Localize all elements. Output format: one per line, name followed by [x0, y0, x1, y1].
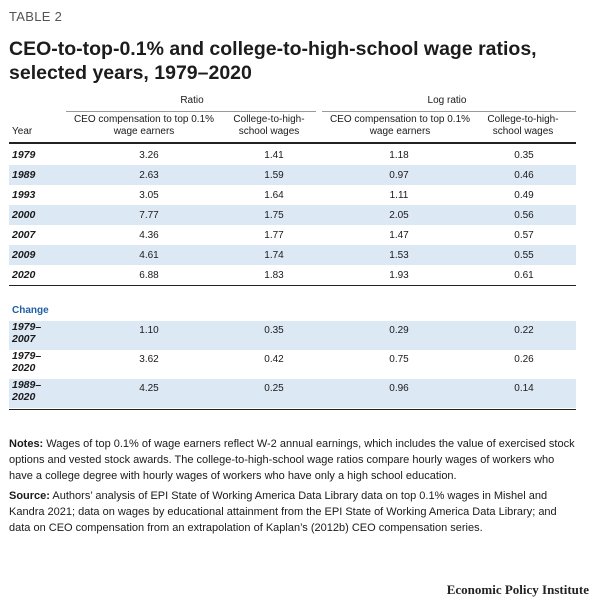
- cell-college-log: 0.57: [514, 229, 534, 241]
- cell-ceo-log: 0.96: [389, 383, 409, 394]
- row-year: 1993: [12, 189, 36, 201]
- cell-ceo-ratio: 4.36: [139, 229, 159, 241]
- group-header-ratio: Ratio: [180, 95, 204, 106]
- column-header-college-log: College-to-high-school wages: [487, 114, 559, 137]
- change-period-end: 2007: [12, 333, 36, 345]
- source-label: Source:: [9, 490, 50, 502]
- cell-college-log: 0.55: [514, 249, 534, 261]
- cell-ceo-ratio: 6.88: [139, 269, 159, 281]
- table-row: 2000 7.77 1.75 2.05 0.56: [9, 205, 576, 225]
- table-label: TABLE 2: [9, 9, 63, 24]
- cell-ceo-log: 1.11: [389, 189, 409, 201]
- cell-college-ratio: 1.75: [264, 209, 284, 221]
- change-period-end: 2020: [12, 362, 36, 374]
- row-year: 2000: [12, 209, 36, 221]
- cell-college-ratio: 0.35: [264, 325, 284, 336]
- group-underline-ratio: [66, 111, 316, 112]
- notes-label: Notes:: [9, 438, 44, 450]
- cell-college-log: 0.35: [514, 149, 534, 161]
- source-text: Authors’ analysis of EPI State of Workin…: [9, 490, 557, 534]
- cell-ceo-ratio: 3.26: [139, 149, 159, 161]
- cell-college-log: 0.56: [514, 209, 534, 221]
- change-period: 1989– 2020: [12, 379, 41, 408]
- cell-ceo-log: 1.53: [389, 249, 409, 261]
- cell-college-ratio: 0.42: [264, 354, 284, 365]
- change-period-start: 1979–: [12, 321, 42, 333]
- column-header-college-ratio: College-to-high-school wages: [233, 114, 305, 137]
- cell-college-log: 0.22: [514, 325, 534, 336]
- table-row: 2007 4.36 1.77 1.47 0.57: [9, 225, 576, 245]
- cell-ceo-ratio: 1.10: [139, 325, 159, 336]
- change-row: 1979– 2007 1.10 0.35 0.29 0.22: [9, 321, 576, 350]
- row-year: 2009: [12, 249, 36, 261]
- cell-ceo-log: 1.18: [389, 149, 409, 161]
- cell-ceo-log: 0.75: [389, 354, 409, 365]
- cell-ceo-ratio: 4.25: [139, 383, 159, 394]
- column-header-ceo-log: CEO compensation to top 0.1% wage earner…: [329, 114, 471, 137]
- change-row: 1989– 2020 4.25 0.25 0.96 0.14: [9, 379, 576, 408]
- cell-ceo-log: 0.29: [389, 325, 409, 336]
- cell-ceo-ratio: 4.61: [139, 249, 159, 261]
- change-row: 1979– 2020 3.62 0.42 0.75 0.26: [9, 350, 576, 379]
- table-row: 1993 3.05 1.64 1.11 0.49: [9, 185, 576, 205]
- table-row: 2020 6.88 1.83 1.93 0.61: [9, 265, 576, 285]
- cell-college-ratio: 1.41: [264, 149, 284, 161]
- cell-ceo-ratio: 2.63: [139, 169, 159, 181]
- group-header-log-ratio: Log ratio: [427, 95, 467, 106]
- table-row: 1979 3.26 1.41 1.18 0.35: [9, 145, 576, 165]
- change-period-start: 1979–: [12, 350, 42, 362]
- cell-college-ratio: 1.74: [264, 249, 284, 261]
- cell-college-ratio: 1.59: [264, 169, 284, 181]
- change-period: 1979– 2020: [12, 350, 41, 379]
- publisher-footer: Economic Policy Institute: [446, 582, 589, 597]
- change-period-end: 2020: [12, 391, 36, 403]
- cell-ceo-log: 2.05: [389, 209, 409, 221]
- cell-college-ratio: 0.25: [264, 383, 284, 394]
- row-year: 2007: [12, 229, 36, 241]
- cell-ceo-log: 1.47: [389, 229, 409, 241]
- group-underline-log-ratio: [322, 111, 576, 112]
- change-section-label: Change: [12, 305, 49, 316]
- cell-college-log: 0.14: [514, 383, 534, 394]
- cell-college-ratio: 1.77: [264, 229, 284, 241]
- cell-college-log: 0.46: [514, 169, 534, 181]
- source-paragraph: Source: Authors’ analysis of EPI State o…: [9, 488, 581, 536]
- table-row: 1989 2.63 1.59 0.97 0.46: [9, 165, 576, 185]
- cell-ceo-log: 0.97: [389, 169, 409, 181]
- section-rule: [9, 285, 576, 286]
- column-header-ceo-ratio: CEO compensation to top 0.1% wage earner…: [73, 114, 215, 137]
- row-year: 2020: [12, 269, 36, 281]
- notes-paragraph: Notes: Wages of top 0.1% of wage earners…: [9, 436, 581, 484]
- row-year: 1979: [12, 149, 36, 161]
- cell-college-log: 0.26: [514, 354, 534, 365]
- change-period-start: 1989–: [12, 379, 42, 391]
- cell-ceo-ratio: 7.77: [139, 209, 159, 221]
- notes-block: Notes: Wages of top 0.1% of wage earners…: [9, 436, 581, 540]
- cell-college-log: 0.49: [514, 189, 534, 201]
- cell-ceo-ratio: 3.62: [139, 354, 159, 365]
- change-period: 1979– 2007: [12, 321, 41, 350]
- cell-college-log: 0.61: [514, 269, 534, 281]
- column-header-year: Year: [12, 126, 33, 137]
- table-row: 2009 4.61 1.74 1.53 0.55: [9, 245, 576, 265]
- table-bottom-rule: [9, 409, 576, 410]
- notes-text: Wages of top 0.1% of wage earners reflec…: [9, 438, 575, 482]
- cell-college-ratio: 1.83: [264, 269, 284, 281]
- cell-ceo-log: 1.93: [389, 269, 409, 281]
- header-rule: [9, 142, 576, 144]
- row-year: 1989: [12, 169, 36, 181]
- table-title: CEO-to-top-0.1% and college-to-high-scho…: [9, 38, 537, 84]
- cell-ceo-ratio: 3.05: [139, 189, 159, 201]
- cell-college-ratio: 1.64: [264, 189, 284, 201]
